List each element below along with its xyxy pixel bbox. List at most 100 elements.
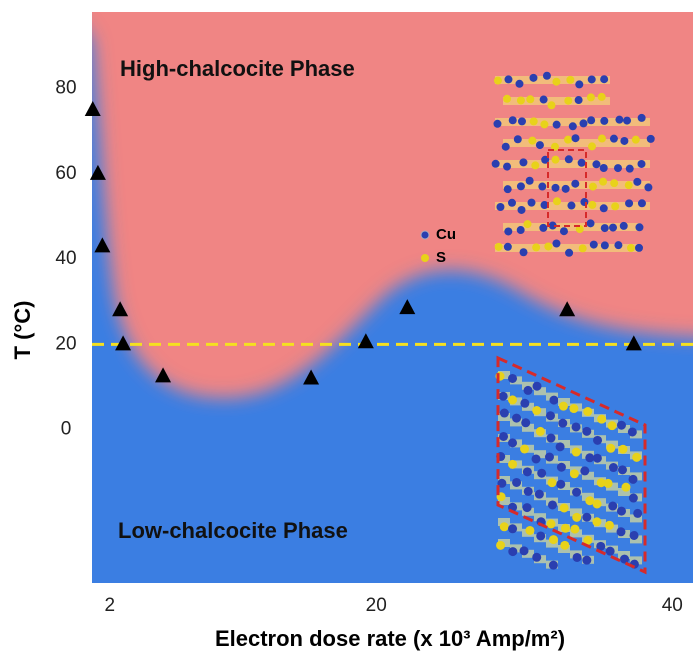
atom [647,135,655,143]
atom [532,243,540,251]
atom [569,404,578,413]
atom [618,445,627,454]
legend-icon [421,254,429,262]
atom [573,553,582,562]
atom [536,427,545,436]
atom [635,223,643,231]
atom [520,248,528,256]
atom [627,244,635,252]
atom [532,454,541,463]
atom [626,165,634,173]
atom [600,164,608,172]
atom [579,244,587,252]
atom [588,142,596,150]
atom [545,453,554,462]
atom [592,160,600,168]
atom [571,134,579,142]
atom [637,160,645,168]
legend-icon [421,231,429,239]
atom [560,503,569,512]
atom [533,382,542,391]
atom [606,444,615,453]
atom [499,392,508,401]
atom [638,199,646,207]
atom [519,158,527,166]
atom [614,241,622,249]
atom [561,524,570,533]
atom [514,135,522,143]
atom [504,185,512,193]
atom [556,480,565,489]
atom [540,96,548,104]
atom [618,465,627,474]
atom [628,427,637,436]
y-tick-label: 0 [61,419,72,440]
atom [525,526,534,535]
atom [601,241,609,249]
atom [600,75,608,83]
atom [518,117,526,125]
atom [547,478,556,487]
atom [620,222,628,230]
x-tick-label: 40 [662,595,683,616]
atom [520,444,529,453]
atom [536,141,544,149]
atom [548,500,557,509]
atom [610,135,618,143]
atom [549,535,558,544]
atom [532,406,541,415]
atom [508,199,516,207]
atom [606,547,615,556]
atom [544,242,552,250]
annotation: High-chalcocite Phase [120,56,355,81]
atom [496,541,505,550]
atom [575,96,583,104]
atom [610,179,618,187]
atom [552,78,560,86]
atom [615,116,623,124]
atom [565,249,573,257]
atom [587,93,595,101]
atom [502,143,510,151]
atom [508,374,517,383]
atom [528,199,536,207]
y-tick-label: 80 [55,78,76,99]
atom [625,181,633,189]
atom [608,502,617,511]
atom [499,432,508,441]
atom [508,460,517,469]
x-axis-title: Electron dose rate (x 10³ Amp/m²) [215,626,565,651]
y-tick-label: 60 [55,163,76,184]
atom [508,547,517,556]
atom [583,407,592,416]
atom [500,522,509,531]
atom [512,478,521,487]
annotation: Low-chalcocite Phase [118,518,348,543]
atom [526,95,534,103]
atom [547,101,555,109]
atom [589,183,597,191]
atom [588,75,596,83]
atom [580,198,588,206]
atom [590,241,598,249]
atom [524,220,532,228]
atom [570,525,579,534]
atom [494,77,502,85]
atom [617,421,626,430]
atom [517,96,525,104]
atom [557,463,566,472]
atom [578,159,586,167]
atom [630,531,639,540]
atom [529,74,537,82]
atom [546,434,555,443]
atom [600,204,608,212]
y-tick-label: 40 [55,248,76,269]
atom [520,546,529,555]
atom [504,243,512,251]
atom [495,243,503,251]
atom [520,399,529,408]
atom [518,206,526,214]
atom [593,499,602,508]
atom [629,494,638,503]
atom [580,466,589,475]
